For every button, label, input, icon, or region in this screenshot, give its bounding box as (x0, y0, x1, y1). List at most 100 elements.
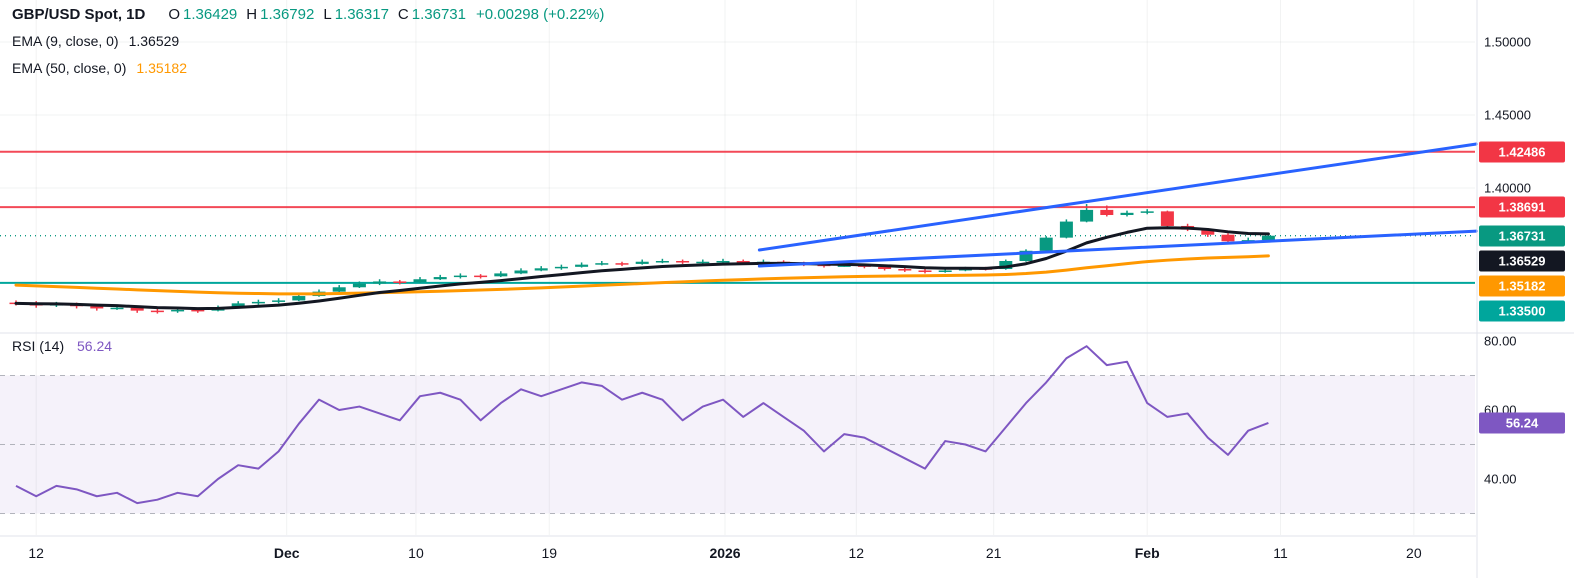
candle-body (150, 310, 164, 313)
candle-body (938, 270, 952, 272)
candle-body (575, 264, 589, 267)
rsi-label: RSI (14) (12, 338, 65, 354)
candle-body (1019, 250, 1033, 261)
close-key: C (397, 6, 409, 23)
rsi-band (0, 375, 1475, 514)
rsi-line (15, 345, 1269, 505)
ema9-value: 1.36529 (128, 33, 180, 49)
candle-body (413, 279, 427, 283)
candle-body (918, 270, 932, 272)
candle-body (1100, 209, 1114, 216)
time-axis-label: Dec (273, 545, 300, 561)
time-axis-label: Feb (1134, 545, 1160, 561)
candle-body (1201, 229, 1215, 235)
candle-body (615, 263, 629, 265)
candle-body (251, 301, 265, 304)
candle-body (433, 277, 447, 280)
candle-body (292, 296, 306, 301)
time-axis-label: 20 (1406, 545, 1422, 561)
time-axis[interactable]: 12 Dec 10 19 2026 12 21 Feb 11 20 (0, 536, 1476, 578)
candle-body (231, 303, 245, 308)
time-axis-label: 11 (1273, 545, 1288, 561)
high-value: 1.36792 (260, 6, 315, 23)
candle-body (373, 281, 387, 284)
time-axis-label: 10 (408, 545, 424, 561)
candle-body (898, 269, 912, 271)
candle-body (676, 261, 690, 263)
price-axis-label: 80.00 (1484, 333, 1517, 349)
price-axis-label: 1.50000 (1484, 34, 1531, 50)
candle-body (696, 261, 710, 264)
price-axis-badge: 1.42486 (1479, 141, 1565, 163)
rsi-legend-row[interactable]: RSI (14) 56.24 (12, 336, 112, 356)
candle-body (1221, 234, 1235, 242)
price-axis-badge: 1.35182 (1479, 275, 1565, 297)
candle-body (1080, 209, 1094, 222)
open-value: 1.36429 (183, 6, 238, 23)
candle-body (736, 261, 750, 263)
change-value: +0.00298 (+0.22%) (476, 6, 605, 23)
ema50-value: 1.35182 (136, 60, 187, 76)
ema50-legend-row[interactable]: EMA (50, close, 0) 1.35182 (12, 60, 604, 87)
price-axis-badge: 1.33500 (1479, 300, 1565, 322)
ema9-legend-row[interactable]: EMA (9, close, 0) 1.36529 (12, 33, 604, 60)
candle-body (1120, 212, 1134, 216)
price-axis-badge: 1.38691 (1479, 196, 1565, 218)
time-axis-label: 2026 (709, 545, 741, 561)
symbol-legend-row[interactable]: GBP/USD Spot, 1D O 1.36429 H 1.36792 L 1.36… (12, 6, 604, 33)
chart-legend: GBP/USD Spot, 1D O 1.36429 H 1.36792 L 1.36… (12, 6, 604, 87)
time-axis-label: 12 (28, 545, 44, 561)
candle-body (595, 263, 609, 265)
candle-body (191, 309, 205, 312)
candle-body (272, 300, 286, 302)
time-axis-label: 12 (848, 545, 865, 561)
ema50-label: EMA (50, close, 0) (12, 60, 127, 76)
ema9-line[interactable] (14, 226, 1270, 311)
rsi-value: 56.24 (77, 338, 113, 354)
candle-body (837, 265, 851, 267)
candle-body (716, 261, 730, 263)
candle-body (474, 275, 488, 278)
candle-body (534, 268, 548, 271)
candle-body (130, 307, 144, 311)
candle-body (878, 266, 892, 270)
symbol-title: GBP/USD Spot, 1D (12, 6, 146, 23)
candle-body (1039, 237, 1053, 251)
candle-body (1059, 221, 1073, 238)
candle-body (999, 261, 1013, 270)
price-axis-badge: 1.36731 (1479, 225, 1565, 247)
candle-body (171, 309, 185, 312)
price-axis[interactable]: 1.50000 1.45000 1.40000 80.00 60.00 40.00 1.42… (1478, 0, 1574, 578)
ema50-line[interactable] (14, 254, 1270, 296)
open-key: O (168, 6, 181, 23)
candle-body (1140, 211, 1154, 213)
price-axis-badge: 1.36529 (1479, 250, 1565, 272)
price-axis-label: 40.00 (1484, 471, 1517, 487)
low-value: 1.36317 (334, 6, 389, 23)
candle-body (1160, 211, 1174, 226)
price-axis-label: 1.45000 (1484, 107, 1531, 123)
price-axis-label: 1.40000 (1484, 180, 1531, 196)
time-axis-label: 21 (985, 545, 1002, 561)
low-key: L (323, 6, 332, 23)
candle-body (554, 266, 568, 269)
ema9-label: EMA (9, close, 0) (12, 33, 119, 49)
candle-body (90, 306, 104, 309)
time-axis-label: 19 (541, 545, 558, 561)
candle-body (352, 283, 366, 288)
candle-body (494, 273, 508, 277)
candle-body (110, 307, 124, 310)
rsi-axis-badge: 56.24 (1479, 412, 1565, 434)
trendline[interactable] (757, 229, 1478, 268)
high-key: H (246, 6, 258, 23)
candle-body (1261, 235, 1275, 241)
trendline[interactable] (757, 142, 1478, 252)
candle-body (635, 261, 649, 264)
candle-body (332, 287, 346, 292)
candle-body (655, 261, 669, 263)
candle-body (453, 275, 467, 278)
candle-body (393, 281, 407, 283)
close-value: 1.36731 (411, 6, 466, 23)
